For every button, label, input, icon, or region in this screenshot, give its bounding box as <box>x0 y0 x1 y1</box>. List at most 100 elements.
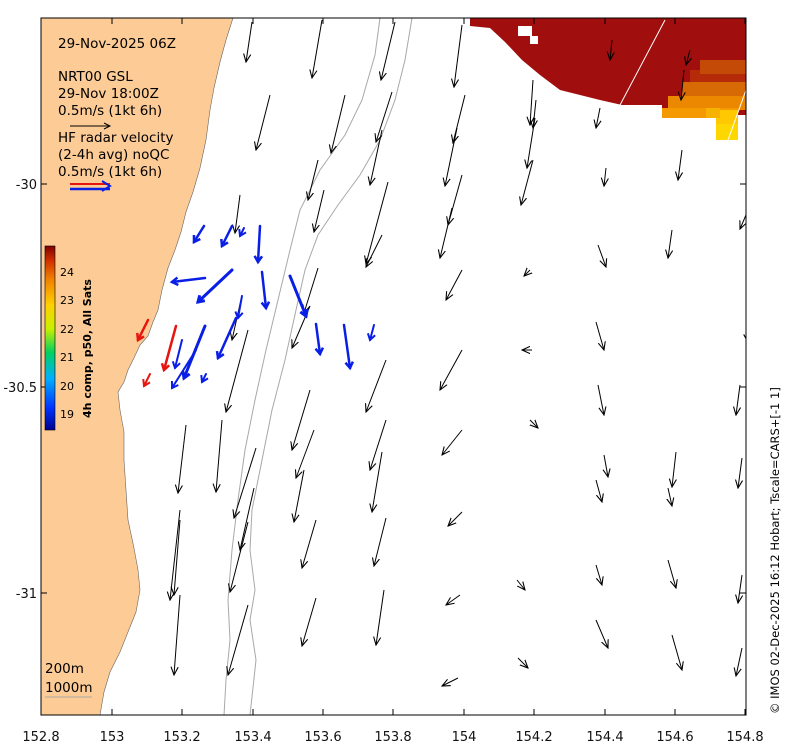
colorbar-tick: 22 <box>60 323 74 336</box>
x-tick-label: 153.8 <box>374 730 411 745</box>
model-current-arrow <box>366 359 387 412</box>
model-current-arrow <box>256 94 271 150</box>
hf-radar-arrow <box>215 316 238 361</box>
x-tick-label: 154 <box>452 730 477 745</box>
model-current-arrow <box>596 107 600 128</box>
y-axis-labels: -30 -30.5 -31 <box>3 178 37 602</box>
model-current-arrow <box>736 384 740 415</box>
model-current-arrow <box>174 594 181 675</box>
model-current-arrow <box>445 127 458 186</box>
land <box>41 18 234 715</box>
model-current-arrow <box>527 117 536 168</box>
model-current-arrow <box>370 419 387 470</box>
model-current-arrow <box>376 589 385 645</box>
hf-radar-arrow <box>238 227 247 238</box>
model-current-arrow <box>374 517 387 566</box>
model-current-arrow <box>376 91 393 142</box>
model-current-arrow <box>604 454 608 477</box>
model-current-arrow <box>370 129 383 185</box>
depth-legend-1000m: 1000m <box>45 680 93 696</box>
model-current-arrow <box>442 677 459 686</box>
colorbar-title: 4h comp, p50, All Sats <box>81 279 94 418</box>
model-current-arrow <box>595 321 604 350</box>
x-tick-label: 154.6 <box>656 730 693 745</box>
hf-radar-arrows <box>136 224 376 390</box>
model-current-arrow <box>372 451 383 512</box>
hf-radar-arrow <box>142 373 151 388</box>
model-current-arrow <box>304 267 319 313</box>
x-tick-label: 153.2 <box>163 730 200 745</box>
model-current-arrow <box>216 419 223 492</box>
radar-scale-arrow-icon <box>70 180 112 192</box>
hf-radar-arrow <box>220 224 234 249</box>
model-current-arrow <box>667 559 676 588</box>
model-current-arrow <box>314 189 325 232</box>
hf-radar-arrow <box>171 339 183 370</box>
x-tick-label: 153 <box>100 730 125 745</box>
model-current-arrow <box>672 451 676 487</box>
model-legend-line1: NRT00 GSL <box>58 69 133 85</box>
model-current-arrow <box>448 511 463 526</box>
model-current-arrow <box>671 634 682 670</box>
model-current-arrow <box>366 181 389 264</box>
hf-radar-arrow <box>366 324 376 342</box>
hf-radar-arrow <box>160 324 178 373</box>
hf-radar-arrow <box>253 224 264 265</box>
model-current-arrow <box>226 329 249 412</box>
model-current-arrow <box>610 39 612 60</box>
model-current-arrow <box>302 597 317 646</box>
model-current-arrow <box>530 79 533 125</box>
model-current-arrow <box>453 94 466 143</box>
hf-radar-arrow <box>234 295 244 320</box>
hf-radar-arrow <box>260 270 271 311</box>
colorbar-tick: 23 <box>60 294 74 307</box>
model-current-arrow <box>308 159 319 200</box>
colorbar-tick: 21 <box>60 351 74 364</box>
model-current-arrow <box>178 424 187 493</box>
model-current-arrow <box>595 479 602 502</box>
model-current-arrow <box>174 519 181 595</box>
model-current-arrow <box>516 579 525 590</box>
model-current-arrow <box>331 94 346 153</box>
model-current-arrow <box>296 429 315 478</box>
hf-radar-arrow <box>170 349 197 390</box>
model-current-arrow <box>595 619 608 648</box>
model-current-arrow <box>668 487 672 506</box>
model-current-arrow <box>738 457 742 488</box>
model-current-arrow <box>302 519 317 568</box>
hf-radar-arrow <box>288 274 309 319</box>
x-tick-label: 154.2 <box>515 730 552 745</box>
hf-radar-arrow <box>342 323 355 371</box>
model-current-arrow <box>597 384 604 415</box>
map-legend: 29-Nov-2025 06Z NRT00 GSL 29-Nov 18:00Z … <box>45 36 176 698</box>
radar-legend-line2: (2-4h avg) noQC <box>58 147 169 163</box>
y-tick-label: -30 <box>16 178 37 193</box>
credit-text: © IMOS 02-Dec-2025 16:12 Hobart; Tscale=… <box>768 387 782 714</box>
model-current-arrow <box>595 564 602 585</box>
colorbar-tick: 20 <box>60 380 74 393</box>
hf-radar-arrow <box>200 373 209 384</box>
sst-patch <box>470 18 746 141</box>
depth-contours <box>223 18 413 715</box>
model-current-arrow <box>366 234 383 267</box>
x-tick-label: 153.4 <box>234 730 271 745</box>
model-current-arrow <box>235 194 241 233</box>
date-label: 29-Nov-2025 06Z <box>58 36 176 52</box>
x-tick-label: 153.6 <box>304 730 341 745</box>
model-current-arrow <box>312 19 323 78</box>
colorbar-tick: 24 <box>60 266 74 279</box>
model-current-arrow <box>597 244 606 267</box>
hf-radar-arrow <box>314 322 325 357</box>
radar-legend-line1: HF radar velocity <box>58 130 173 146</box>
hf-radar-arrow <box>195 268 234 304</box>
model-current-arrow <box>524 270 530 276</box>
model-current-arrow <box>442 429 463 455</box>
depth-legend-200m: 200m <box>45 661 84 677</box>
model-current-arrow <box>240 487 255 550</box>
model-current-arrow <box>294 469 305 522</box>
model-current-arrow <box>440 207 453 258</box>
plot-area <box>41 18 746 715</box>
model-current-arrow <box>454 24 463 87</box>
model-current-arrow <box>533 99 536 128</box>
